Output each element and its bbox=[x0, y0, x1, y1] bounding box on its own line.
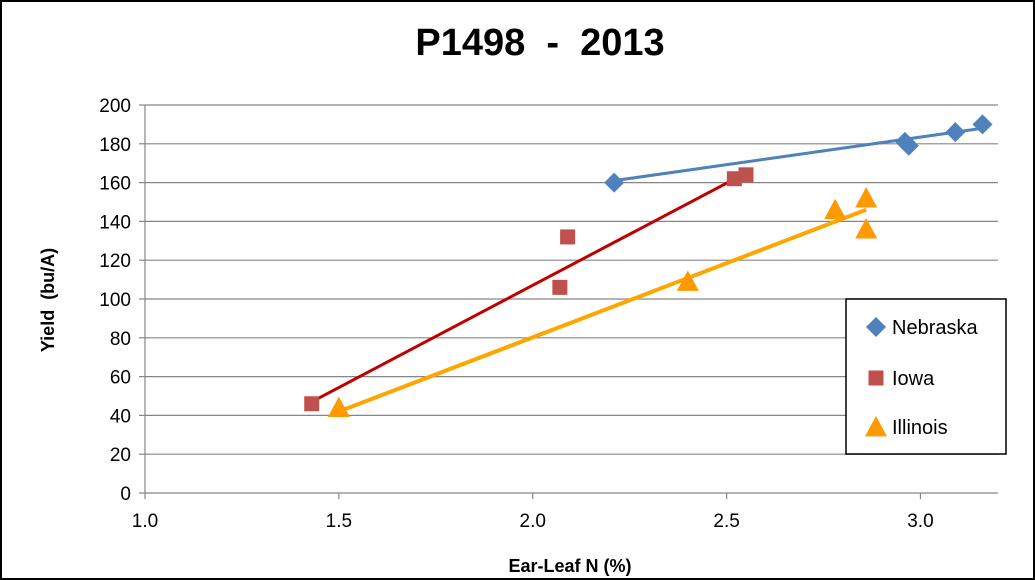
point-nebraska bbox=[945, 122, 966, 143]
chart-title: P1498 - 2013 bbox=[415, 22, 664, 64]
trendline-illinois bbox=[338, 207, 867, 414]
point-iowa bbox=[560, 229, 576, 245]
x-tick-label: 1.0 bbox=[132, 511, 158, 532]
legend-marker-nebraska bbox=[866, 317, 886, 337]
point-illinois bbox=[824, 198, 847, 220]
point-illinois bbox=[855, 187, 878, 208]
axes: 0 20 40 60 80 100 120 140 160 180 200 1.0 1.5 2.0 2.5 3… bbox=[99, 96, 998, 532]
point-iowa bbox=[726, 171, 742, 187]
y-tick-label: 140 bbox=[99, 212, 131, 233]
legend-label-iowa: Iowa bbox=[892, 368, 935, 390]
x-tick-label: 1.5 bbox=[326, 511, 352, 532]
legend: Nebraska Iowa Illinois bbox=[845, 298, 1007, 455]
y-tick-label: 180 bbox=[99, 135, 131, 156]
data-points bbox=[304, 114, 993, 417]
point-illinois bbox=[327, 396, 350, 417]
x-tick-label: 2.5 bbox=[713, 511, 739, 532]
legend-marker-illinois bbox=[865, 416, 887, 437]
legend-label-illinois: Illinois bbox=[892, 417, 948, 439]
point-iowa bbox=[738, 167, 754, 183]
x-tick-label: 3.0 bbox=[907, 511, 933, 532]
y-tick-label: 0 bbox=[120, 484, 131, 505]
trendline-nebraska bbox=[613, 126, 983, 183]
point-illinois bbox=[676, 270, 699, 291]
y-tick-label: 80 bbox=[110, 329, 131, 350]
y-tick-label: 160 bbox=[99, 174, 131, 195]
x-axis-label: Ear-Leaf N (%) bbox=[508, 556, 631, 576]
point-nebraska bbox=[898, 135, 919, 156]
trendline-iowa bbox=[311, 171, 747, 404]
y-tick-label: 60 bbox=[110, 368, 131, 389]
point-iowa bbox=[552, 279, 568, 295]
grid-lines bbox=[145, 104, 998, 455]
legend-label-nebraska: Nebraska bbox=[892, 317, 978, 339]
x-tick-label: 2.0 bbox=[520, 511, 546, 532]
point-illinois bbox=[855, 218, 878, 239]
y-tick-label: 200 bbox=[99, 96, 131, 117]
point-nebraska bbox=[604, 172, 625, 193]
trendlines bbox=[311, 126, 983, 414]
y-tick-label: 120 bbox=[99, 251, 131, 272]
point-iowa bbox=[304, 396, 320, 412]
legend-marker-iowa bbox=[868, 370, 884, 386]
y-tick-label: 100 bbox=[99, 290, 131, 311]
y-tick-label: 40 bbox=[110, 406, 131, 427]
point-nebraska bbox=[972, 114, 993, 135]
y-tick-label: 20 bbox=[110, 445, 131, 466]
y-axis-label: Yield (bu/A) bbox=[38, 248, 58, 352]
